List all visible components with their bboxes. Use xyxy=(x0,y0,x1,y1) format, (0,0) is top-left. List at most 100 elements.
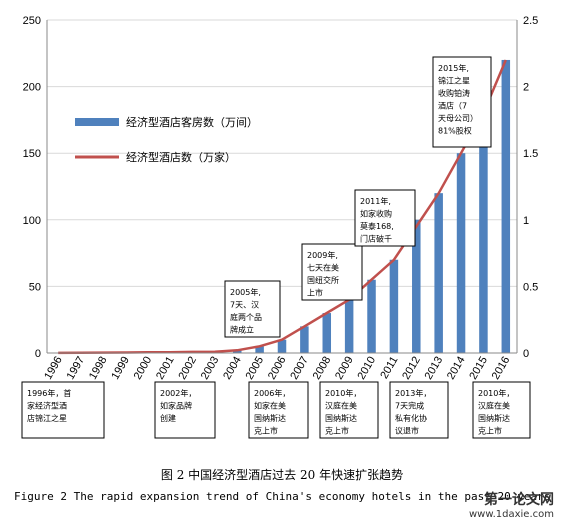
bar xyxy=(322,313,332,353)
annotation-text: 2013年， xyxy=(395,388,431,398)
x-tick-label: 2000 xyxy=(132,355,155,382)
right-tick-label: 2.5 xyxy=(523,15,538,27)
bar xyxy=(456,153,466,353)
left-tick-label: 200 xyxy=(23,82,41,94)
x-tick-label: 2010 xyxy=(355,355,378,382)
bar xyxy=(344,299,354,353)
annotation-text: 克上市 xyxy=(254,426,278,436)
annotation-text: 锦江之星 xyxy=(438,76,470,86)
bar xyxy=(255,346,264,353)
x-tick-label: 2004 xyxy=(221,355,244,382)
x-tick-label: 2005 xyxy=(244,355,267,382)
annotation-text: 酒店（7 xyxy=(438,101,467,111)
annotation-text: 国纽交所 xyxy=(307,275,339,285)
right-axis: 0 0.5 1 1.5 2 2.5 xyxy=(516,15,538,360)
annotation-box xyxy=(389,381,449,439)
annotation-text: 议退市 xyxy=(395,426,419,436)
annotation-text: 克上市 xyxy=(325,426,349,436)
x-tick-label: 1996 xyxy=(42,355,65,382)
annotation-text: 如家品牌 xyxy=(160,401,192,411)
annotation-text: 81%股权 xyxy=(438,126,472,136)
annotation-box xyxy=(319,381,379,439)
x-tick-label: 2006 xyxy=(266,355,289,382)
x-tick-label: 2012 xyxy=(400,355,423,382)
x-tick-label: 2015 xyxy=(467,355,490,382)
bar xyxy=(389,259,399,353)
x-tick-label: 2007 xyxy=(288,355,311,382)
left-tick-label: 150 xyxy=(23,148,41,160)
annotation-text: 家经济型酒 xyxy=(27,401,67,411)
annotation-text: 国纳斯达 xyxy=(478,413,510,423)
annotation-text: 2015年, xyxy=(438,63,469,73)
watermark: 第一论文网 www.1daxie.com xyxy=(469,489,554,520)
right-tick-label: 0.5 xyxy=(523,281,538,293)
annotation-text: 汉庭在美 xyxy=(478,401,510,411)
legend-label-bar: 经济型酒店客房数（万间） xyxy=(126,115,258,129)
annotation-text: 门店破千 xyxy=(360,234,392,244)
bar xyxy=(300,326,309,353)
bar xyxy=(412,219,421,353)
x-tick-label: 2009 xyxy=(333,355,356,382)
line-series xyxy=(58,59,507,355)
annotation-box xyxy=(432,56,492,148)
annotation-text: 1996年，首 xyxy=(27,388,71,398)
x-tick-label: 2014 xyxy=(445,355,468,382)
annotation-box xyxy=(154,381,216,439)
annotation-text: 2002年， xyxy=(160,388,196,398)
annotation-text: 国纳斯达 xyxy=(254,413,286,423)
annotation-text: 如家收购 xyxy=(360,209,392,219)
x-tick-label: 2001 xyxy=(154,355,177,382)
left-tick-label: 100 xyxy=(23,215,41,227)
right-tick-label: 2 xyxy=(523,82,529,94)
annotation-text: 牌成立 xyxy=(230,325,254,335)
annotation-text: 7天、汉 xyxy=(230,301,259,310)
annotation-box xyxy=(472,381,531,439)
right-tick-label: 1.5 xyxy=(523,148,538,160)
annotation-box xyxy=(301,243,363,301)
annotation-text: 庭两个品 xyxy=(230,312,262,322)
x-axis: 1996 1997 1998 1999 2000 2001 2002 2003 2004 2005… xyxy=(42,352,517,382)
watermark-line1: 第一论文网 xyxy=(484,492,554,508)
annotation-text: 2009年, xyxy=(307,250,338,260)
watermark-line2: www.1daxie.com xyxy=(468,509,554,520)
annotation-text: 7天完成 xyxy=(395,401,424,411)
annotation-text: 克上市 xyxy=(478,426,502,436)
annotation-text: 2006年， xyxy=(254,388,290,398)
bar xyxy=(501,59,511,354)
left-tick-label: 50 xyxy=(29,281,41,293)
annotation-text: 上市 xyxy=(307,288,323,298)
left-axis: 0 50 100 150 200 250 xyxy=(23,15,48,360)
annotation-text: 创建 xyxy=(160,413,176,423)
caption-en: Figure 2 The rapid expansion trend of Ch… xyxy=(14,490,551,503)
annotation-box xyxy=(21,381,105,439)
left-tick-label: 0 xyxy=(35,348,41,360)
x-tick-label: 1997 xyxy=(65,355,88,382)
x-tick-label: 1998 xyxy=(87,355,110,382)
line-path xyxy=(58,59,507,355)
x-tick-label: 2013 xyxy=(423,355,446,382)
right-tick-label: 0 xyxy=(523,348,529,360)
annotation-box xyxy=(354,189,416,247)
bar xyxy=(277,339,287,353)
bar-series xyxy=(53,59,511,354)
annotation-text: 汉庭在美 xyxy=(325,401,357,411)
annotation-text: 私有化协 xyxy=(395,413,427,423)
bar xyxy=(434,193,443,353)
annotation-text: 莫泰168, xyxy=(360,221,394,231)
legend-swatch-bar xyxy=(75,118,119,126)
annotation-text: 收购铂涛 xyxy=(438,88,470,98)
annotation-box xyxy=(248,381,309,439)
annotation-text: 七天在美 xyxy=(307,263,339,273)
legend-label-line: 经济型酒店数（万家） xyxy=(126,150,236,164)
annotation-box xyxy=(224,280,281,338)
annotation-text: 2005年, xyxy=(230,287,261,297)
x-tick-label: 2003 xyxy=(199,355,222,382)
